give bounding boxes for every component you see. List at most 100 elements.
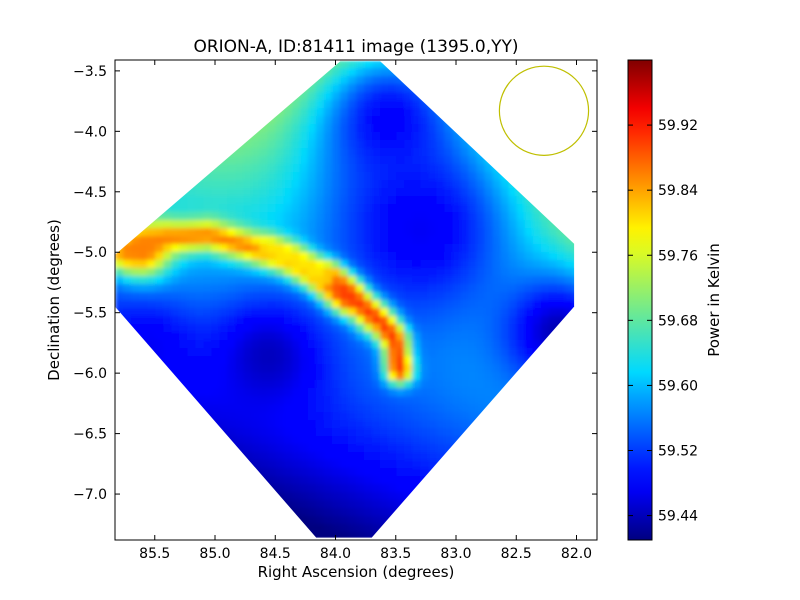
heatmap-cell — [436, 228, 445, 237]
heatmap-cell — [291, 172, 301, 181]
heatmap-cell — [267, 252, 277, 261]
heatmap-cell — [428, 452, 437, 461]
heatmap-cell — [211, 268, 221, 277]
heatmap-cell — [163, 308, 172, 317]
heatmap-cell — [283, 468, 293, 477]
heatmap-cell — [436, 260, 445, 269]
heatmap-cell — [211, 260, 221, 269]
heatmap-cell — [219, 388, 229, 397]
heatmap-cell — [323, 292, 333, 301]
heatmap-cell — [364, 228, 373, 237]
heatmap-cell — [243, 284, 253, 293]
heatmap-cell — [468, 236, 478, 245]
heatmap-cell — [524, 252, 534, 261]
heatmap-cell — [299, 444, 309, 453]
heatmap-cell — [339, 340, 349, 349]
heatmap-cell — [476, 340, 486, 349]
heatmap-cell — [251, 180, 261, 189]
heatmap-cell — [364, 324, 373, 333]
heatmap-cell — [171, 364, 180, 373]
heatmap-cell — [163, 292, 172, 301]
heatmap-cell — [235, 340, 245, 349]
heatmap-cell — [508, 300, 518, 309]
heatmap-cell — [484, 236, 494, 245]
heatmap-cell — [396, 244, 405, 253]
heatmap-cell — [243, 436, 253, 445]
heatmap-cell — [307, 84, 317, 93]
heatmap-cell — [171, 260, 180, 269]
heatmap-cell — [323, 268, 333, 277]
heatmap-cell — [139, 268, 148, 277]
heatmap-cell — [396, 252, 405, 261]
heatmap-cell — [404, 356, 413, 365]
heatmap-cell — [468, 388, 478, 397]
heatmap-cell — [380, 500, 389, 509]
heatmap-cell — [243, 148, 253, 157]
heatmap-cell — [356, 308, 365, 317]
heatmap-cell — [388, 116, 397, 125]
heatmap-cell — [412, 404, 421, 413]
heatmap-cell — [428, 236, 437, 245]
heatmap-cell — [179, 332, 188, 341]
heatmap-cell — [492, 276, 502, 285]
heatmap-cell — [436, 196, 445, 205]
heatmap-cell — [291, 244, 301, 253]
heatmap-cell — [428, 380, 437, 389]
heatmap-cell — [291, 180, 301, 189]
heatmap-cell — [251, 396, 261, 405]
heatmap-cell — [444, 348, 453, 357]
heatmap-cell — [572, 260, 575, 269]
heatmap-cell — [492, 364, 502, 373]
heatmap-cell — [564, 268, 574, 277]
heatmap-cell — [396, 340, 405, 349]
heatmap-cell — [283, 172, 293, 181]
heatmap-cell — [315, 116, 325, 125]
heatmap-cell — [372, 124, 381, 133]
heatmap-cell — [339, 228, 349, 237]
heatmap-cell — [540, 332, 550, 341]
heatmap-cell — [468, 276, 478, 285]
heatmap-cell — [291, 252, 301, 261]
heatmap-cell — [283, 164, 293, 173]
heatmap-cell — [315, 212, 325, 221]
y-tick-label: −4.5 — [73, 185, 107, 201]
heatmap-cell — [259, 308, 269, 317]
heatmap-cell — [516, 260, 526, 269]
heatmap-cell — [396, 380, 405, 389]
heatmap-cell — [548, 228, 558, 237]
heatmap-cell — [139, 228, 148, 237]
heatmap-cell — [331, 372, 341, 381]
heatmap-cell — [243, 404, 253, 413]
heatmap-cell — [131, 260, 140, 269]
heatmap-cell — [251, 436, 261, 445]
heatmap-cell — [323, 428, 333, 437]
heatmap-cell — [179, 284, 188, 293]
heatmap-cell — [476, 292, 486, 301]
heatmap-cell — [275, 228, 285, 237]
heatmap-cell — [307, 308, 317, 317]
heatmap-cell — [347, 316, 357, 325]
heatmap-cell — [195, 180, 204, 189]
heatmap-cell — [171, 324, 180, 333]
heatmap-cell — [227, 220, 237, 229]
heatmap-cell — [532, 276, 542, 285]
heatmap-cell — [412, 236, 421, 245]
heatmap-cell — [195, 324, 204, 333]
heatmap-cell — [291, 156, 301, 165]
heatmap-cell — [227, 436, 237, 445]
heatmap-cell — [155, 316, 164, 325]
heatmap-cell — [436, 332, 445, 341]
heatmap-cell — [428, 116, 437, 125]
heatmap-cell — [235, 284, 245, 293]
heatmap-cell — [299, 300, 309, 309]
heatmap-cell — [428, 124, 437, 133]
heatmap-cell — [307, 428, 317, 437]
heatmap-cell — [460, 148, 470, 157]
heatmap-cell — [444, 140, 453, 149]
heatmap-cell — [179, 372, 188, 381]
heatmap-cell — [420, 380, 429, 389]
heatmap-cell — [492, 380, 502, 389]
heatmap-cell — [468, 220, 478, 229]
heatmap-cell — [307, 452, 317, 461]
